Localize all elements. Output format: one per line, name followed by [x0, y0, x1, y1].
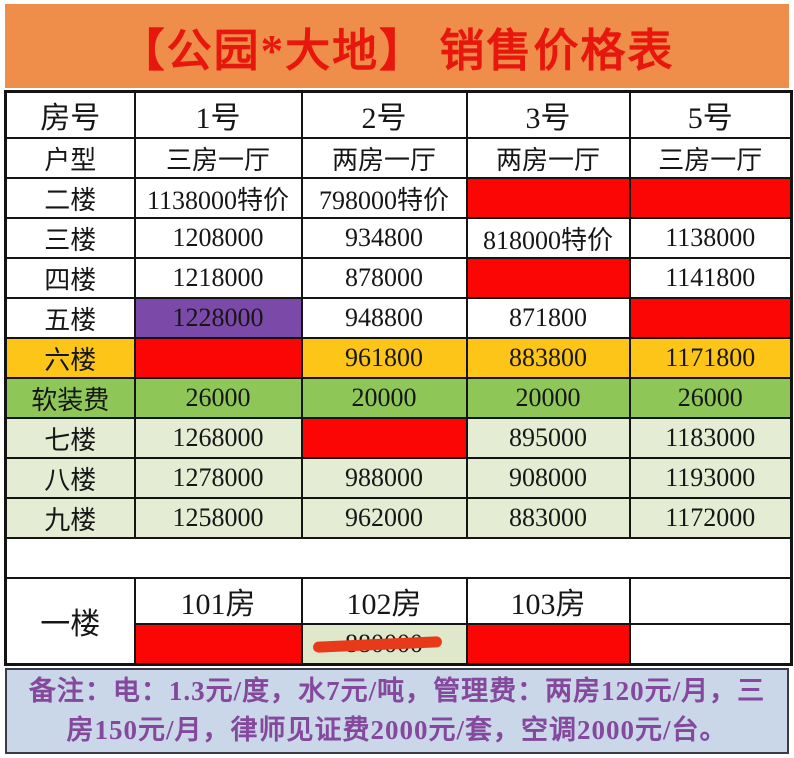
row-floor-6: 六楼 961800 883800 1171800 — [4, 337, 793, 379]
price-cell — [465, 177, 631, 219]
price-cell: 908000 — [465, 457, 631, 499]
price-cell: 1138000 — [628, 217, 793, 259]
row-room-no: 房号 1号 2号 3号 5号 — [4, 90, 793, 139]
row-floor-3: 三楼 1208000 934800 818000特价 1138000 — [4, 217, 793, 259]
price-cell: 798000特价 — [300, 177, 468, 219]
price-cell: 1258000 — [133, 497, 303, 539]
price-cell: 818000特价 — [465, 217, 631, 259]
price-cell: 26000 — [628, 377, 793, 419]
row-soft-furnish-fee: 软装费 26000 20000 20000 26000 — [4, 377, 793, 419]
price-cell: 1228000 — [133, 297, 303, 339]
price-cell: 三房一厅 — [628, 137, 793, 179]
price-cell: 1141800 — [628, 257, 793, 299]
price-cell: 961800 — [300, 337, 468, 379]
room-101-header: 101房 — [133, 577, 303, 625]
row-floor-8: 八楼 1278000 988000 908000 1193000 — [4, 457, 793, 499]
row-label-cell: 九楼 — [4, 497, 136, 539]
col-header-unit-2: 2号 — [300, 90, 468, 139]
col-header-room-no: 房号 — [4, 90, 136, 139]
room-102-header: 102房 — [300, 577, 468, 625]
row-label-cell: 四楼 — [4, 257, 136, 299]
row-label-cell: 五楼 — [4, 297, 136, 339]
page-title: 【公园*大地】 销售价格表 — [119, 25, 675, 76]
row-label-cell: 六楼 — [4, 337, 136, 379]
row-ground-prices: 880000 — [6, 623, 793, 666]
price-cell: 26000 — [133, 377, 303, 419]
price-cell: 三房一厅 — [133, 137, 303, 179]
row-floor-5: 五楼 1228000 948800 871800 — [4, 297, 793, 339]
row-floor-2: 二楼 1138000特价 798000特价 — [4, 177, 793, 219]
spacer-cell — [4, 537, 793, 579]
price-cell — [133, 623, 303, 666]
row-label-unit-type: 户型 — [4, 137, 136, 179]
price-cell: 878000 — [300, 257, 468, 299]
price-cell: 20000 — [300, 377, 468, 419]
price-cell: 883000 — [465, 497, 631, 539]
col-header-unit-5: 5号 — [628, 90, 793, 139]
price-cell: 1218000 — [133, 257, 303, 299]
price-cell: 1138000特价 — [133, 177, 303, 219]
price-cell — [465, 257, 631, 299]
price-cell — [628, 623, 793, 666]
price-cell — [628, 297, 793, 339]
price-cell: 1171800 — [628, 337, 793, 379]
price-cell: 1268000 — [133, 417, 303, 459]
price-cell: 1208000 — [133, 217, 303, 259]
row-floor-4: 四楼 1218000 878000 1141800 — [4, 257, 793, 299]
price-cell — [628, 577, 793, 625]
row-label-cell: 七楼 — [4, 417, 136, 459]
col-header-unit-1: 1号 — [133, 90, 303, 139]
price-cell: 两房一厅 — [465, 137, 631, 179]
title-banner: 【公园*大地】 销售价格表 — [5, 4, 789, 88]
row-spacer — [4, 537, 793, 579]
price-table-body: 房号 1号 2号 3号 5号 户型 三房一厅 两房一厅 两房一厅 三房一厅 二楼 1138000特价 7… — [4, 90, 793, 666]
price-cell: 948800 — [300, 297, 468, 339]
price-cell: 871800 — [465, 297, 631, 339]
row-label-cell: 八楼 — [4, 457, 136, 499]
row-label-cell: 三楼 — [4, 217, 136, 259]
price-table: 房号 1号 2号 3号 5号 户型 三房一厅 两房一厅 两房一厅 三房一厅 二楼 1138000特价 7… — [4, 90, 793, 666]
remarks-note: 备注：电：1.3元/度，水7元/吨，管理费：两房120元/月，三 房150元/月… — [5, 668, 789, 754]
price-cell — [465, 623, 631, 666]
room-102-price-struck: 880000 — [300, 623, 468, 666]
row-label-cell: 二楼 — [4, 177, 136, 219]
row-floor-7: 七楼 1268000 895000 1183000 — [4, 417, 793, 459]
row-ground-headers: 一楼 101房 102房 103房 — [4, 577, 793, 666]
row-label-soft-fee: 软装费 — [4, 377, 136, 419]
price-cell — [133, 337, 303, 379]
price-cell: 1183000 — [628, 417, 793, 459]
price-cell: 1172000 — [628, 497, 793, 539]
remarks-line-2: 房150元/月，律师见证费2000元/套，空调2000元/台。 — [66, 715, 728, 745]
remarks-line-1: 备注：电：1.3元/度，水7元/吨，管理费：两房120元/月，三 — [28, 675, 766, 706]
price-cell: 962000 — [300, 497, 468, 539]
price-cell: 934800 — [300, 217, 468, 259]
price-cell: 1278000 — [133, 457, 303, 499]
price-cell: 883800 — [465, 337, 631, 379]
price-cell: 20000 — [465, 377, 631, 419]
price-cell: 两房一厅 — [300, 137, 468, 179]
col-header-unit-3: 3号 — [465, 90, 631, 139]
price-cell — [628, 177, 793, 219]
price-cell: 1193000 — [628, 457, 793, 499]
price-cell — [300, 417, 468, 459]
price-cell: 988000 — [300, 457, 468, 499]
row-floor-9: 九楼 1258000 962000 883000 1172000 — [4, 497, 793, 539]
ground-floor-label: 一楼 — [4, 577, 136, 666]
price-cell: 895000 — [465, 417, 631, 459]
room-103-header: 103房 — [465, 577, 631, 625]
row-unit-type: 户型 三房一厅 两房一厅 两房一厅 三房一厅 — [4, 137, 793, 179]
